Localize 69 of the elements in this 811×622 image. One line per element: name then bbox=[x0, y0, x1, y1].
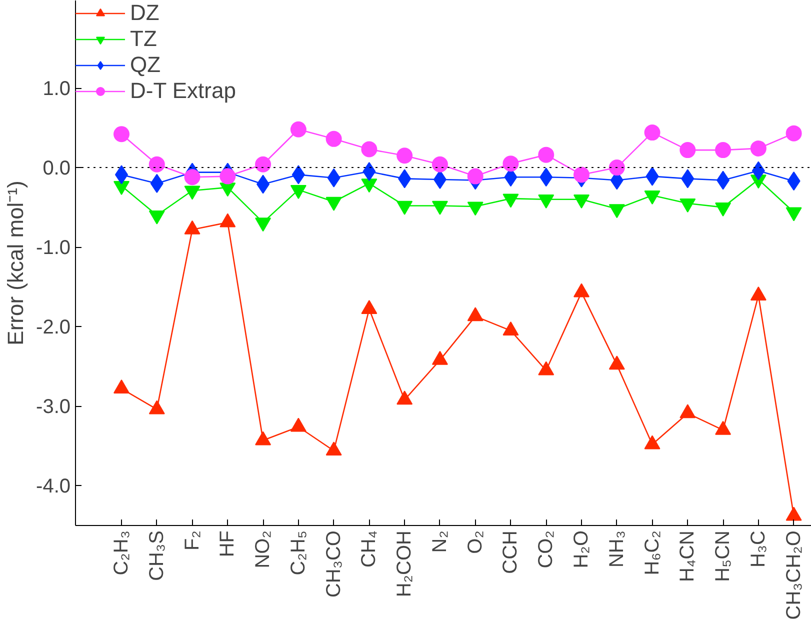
x-tick-label: H₂COH bbox=[394, 530, 416, 598]
point bbox=[750, 140, 766, 156]
point bbox=[396, 390, 413, 405]
point bbox=[786, 506, 802, 521]
point bbox=[184, 169, 200, 186]
y-tick-label: 0.0 bbox=[42, 158, 71, 180]
x-tick-label: CH₃CO bbox=[322, 530, 345, 598]
point bbox=[644, 435, 660, 450]
point bbox=[608, 160, 625, 176]
point bbox=[715, 142, 732, 158]
point bbox=[574, 166, 590, 183]
point bbox=[538, 146, 554, 163]
point bbox=[255, 431, 272, 446]
x-tick-label: H₃C bbox=[747, 530, 770, 568]
point bbox=[467, 168, 484, 184]
point bbox=[361, 141, 378, 158]
point bbox=[396, 148, 413, 164]
point bbox=[326, 442, 342, 456]
point bbox=[326, 130, 342, 147]
legend-label: DZ bbox=[130, 0, 160, 26]
x-tick-label: O₂ bbox=[464, 530, 486, 554]
x-tick-label: H₆C₂ bbox=[641, 530, 664, 576]
point bbox=[148, 156, 165, 172]
legend-label: QZ bbox=[130, 52, 161, 78]
x-tick-label: CO₂ bbox=[535, 530, 558, 568]
point bbox=[502, 321, 519, 336]
point bbox=[644, 124, 660, 141]
point bbox=[502, 156, 519, 172]
y-axis-title: Error (kcal mol⁻¹) bbox=[3, 180, 28, 346]
y-tick-label: -2.0 bbox=[36, 316, 71, 339]
x-tick-label: CCH bbox=[500, 530, 522, 574]
y-tick-label: -1.0 bbox=[36, 237, 71, 260]
point bbox=[255, 156, 272, 172]
x-tick-label: HF bbox=[216, 530, 239, 558]
x-tick-label: NO₂ bbox=[252, 530, 274, 568]
y-tick-label: -4.0 bbox=[36, 476, 71, 498]
x-tick-label: C₂H₅ bbox=[287, 530, 310, 576]
x-tick-label: CH₃CH₂O bbox=[782, 530, 805, 620]
point bbox=[715, 420, 732, 435]
point bbox=[680, 404, 696, 418]
y-tick-label: 1.0 bbox=[42, 78, 71, 100]
legend-label: TZ bbox=[130, 26, 157, 52]
point bbox=[467, 307, 484, 322]
x-tick-label: N₂ bbox=[428, 530, 451, 553]
point bbox=[290, 121, 306, 138]
point bbox=[114, 126, 130, 142]
point bbox=[114, 380, 130, 394]
point bbox=[574, 283, 590, 298]
x-tick-label: H₄CN bbox=[676, 530, 699, 582]
point bbox=[680, 142, 696, 158]
point bbox=[220, 168, 236, 184]
x-tick-label: H₅CN bbox=[712, 530, 734, 582]
point bbox=[786, 125, 802, 142]
x-tick-label: CH₃S bbox=[146, 530, 168, 581]
point bbox=[538, 361, 554, 376]
x-tick-label: F₂ bbox=[181, 530, 204, 550]
y-tick-label: -3.0 bbox=[36, 396, 71, 418]
point bbox=[432, 156, 448, 172]
point bbox=[608, 356, 625, 370]
x-tick-label: C₂H₃ bbox=[110, 530, 132, 576]
x-tick-label: CH₄ bbox=[358, 530, 380, 568]
x-tick-label: H₂O bbox=[570, 530, 592, 568]
point bbox=[750, 286, 766, 300]
point bbox=[148, 400, 165, 414]
point bbox=[290, 418, 306, 432]
x-tick-label: NH₃ bbox=[606, 530, 628, 568]
point bbox=[432, 350, 448, 365]
point bbox=[361, 300, 378, 314]
legend-label: D-T Extrap bbox=[130, 78, 236, 104]
